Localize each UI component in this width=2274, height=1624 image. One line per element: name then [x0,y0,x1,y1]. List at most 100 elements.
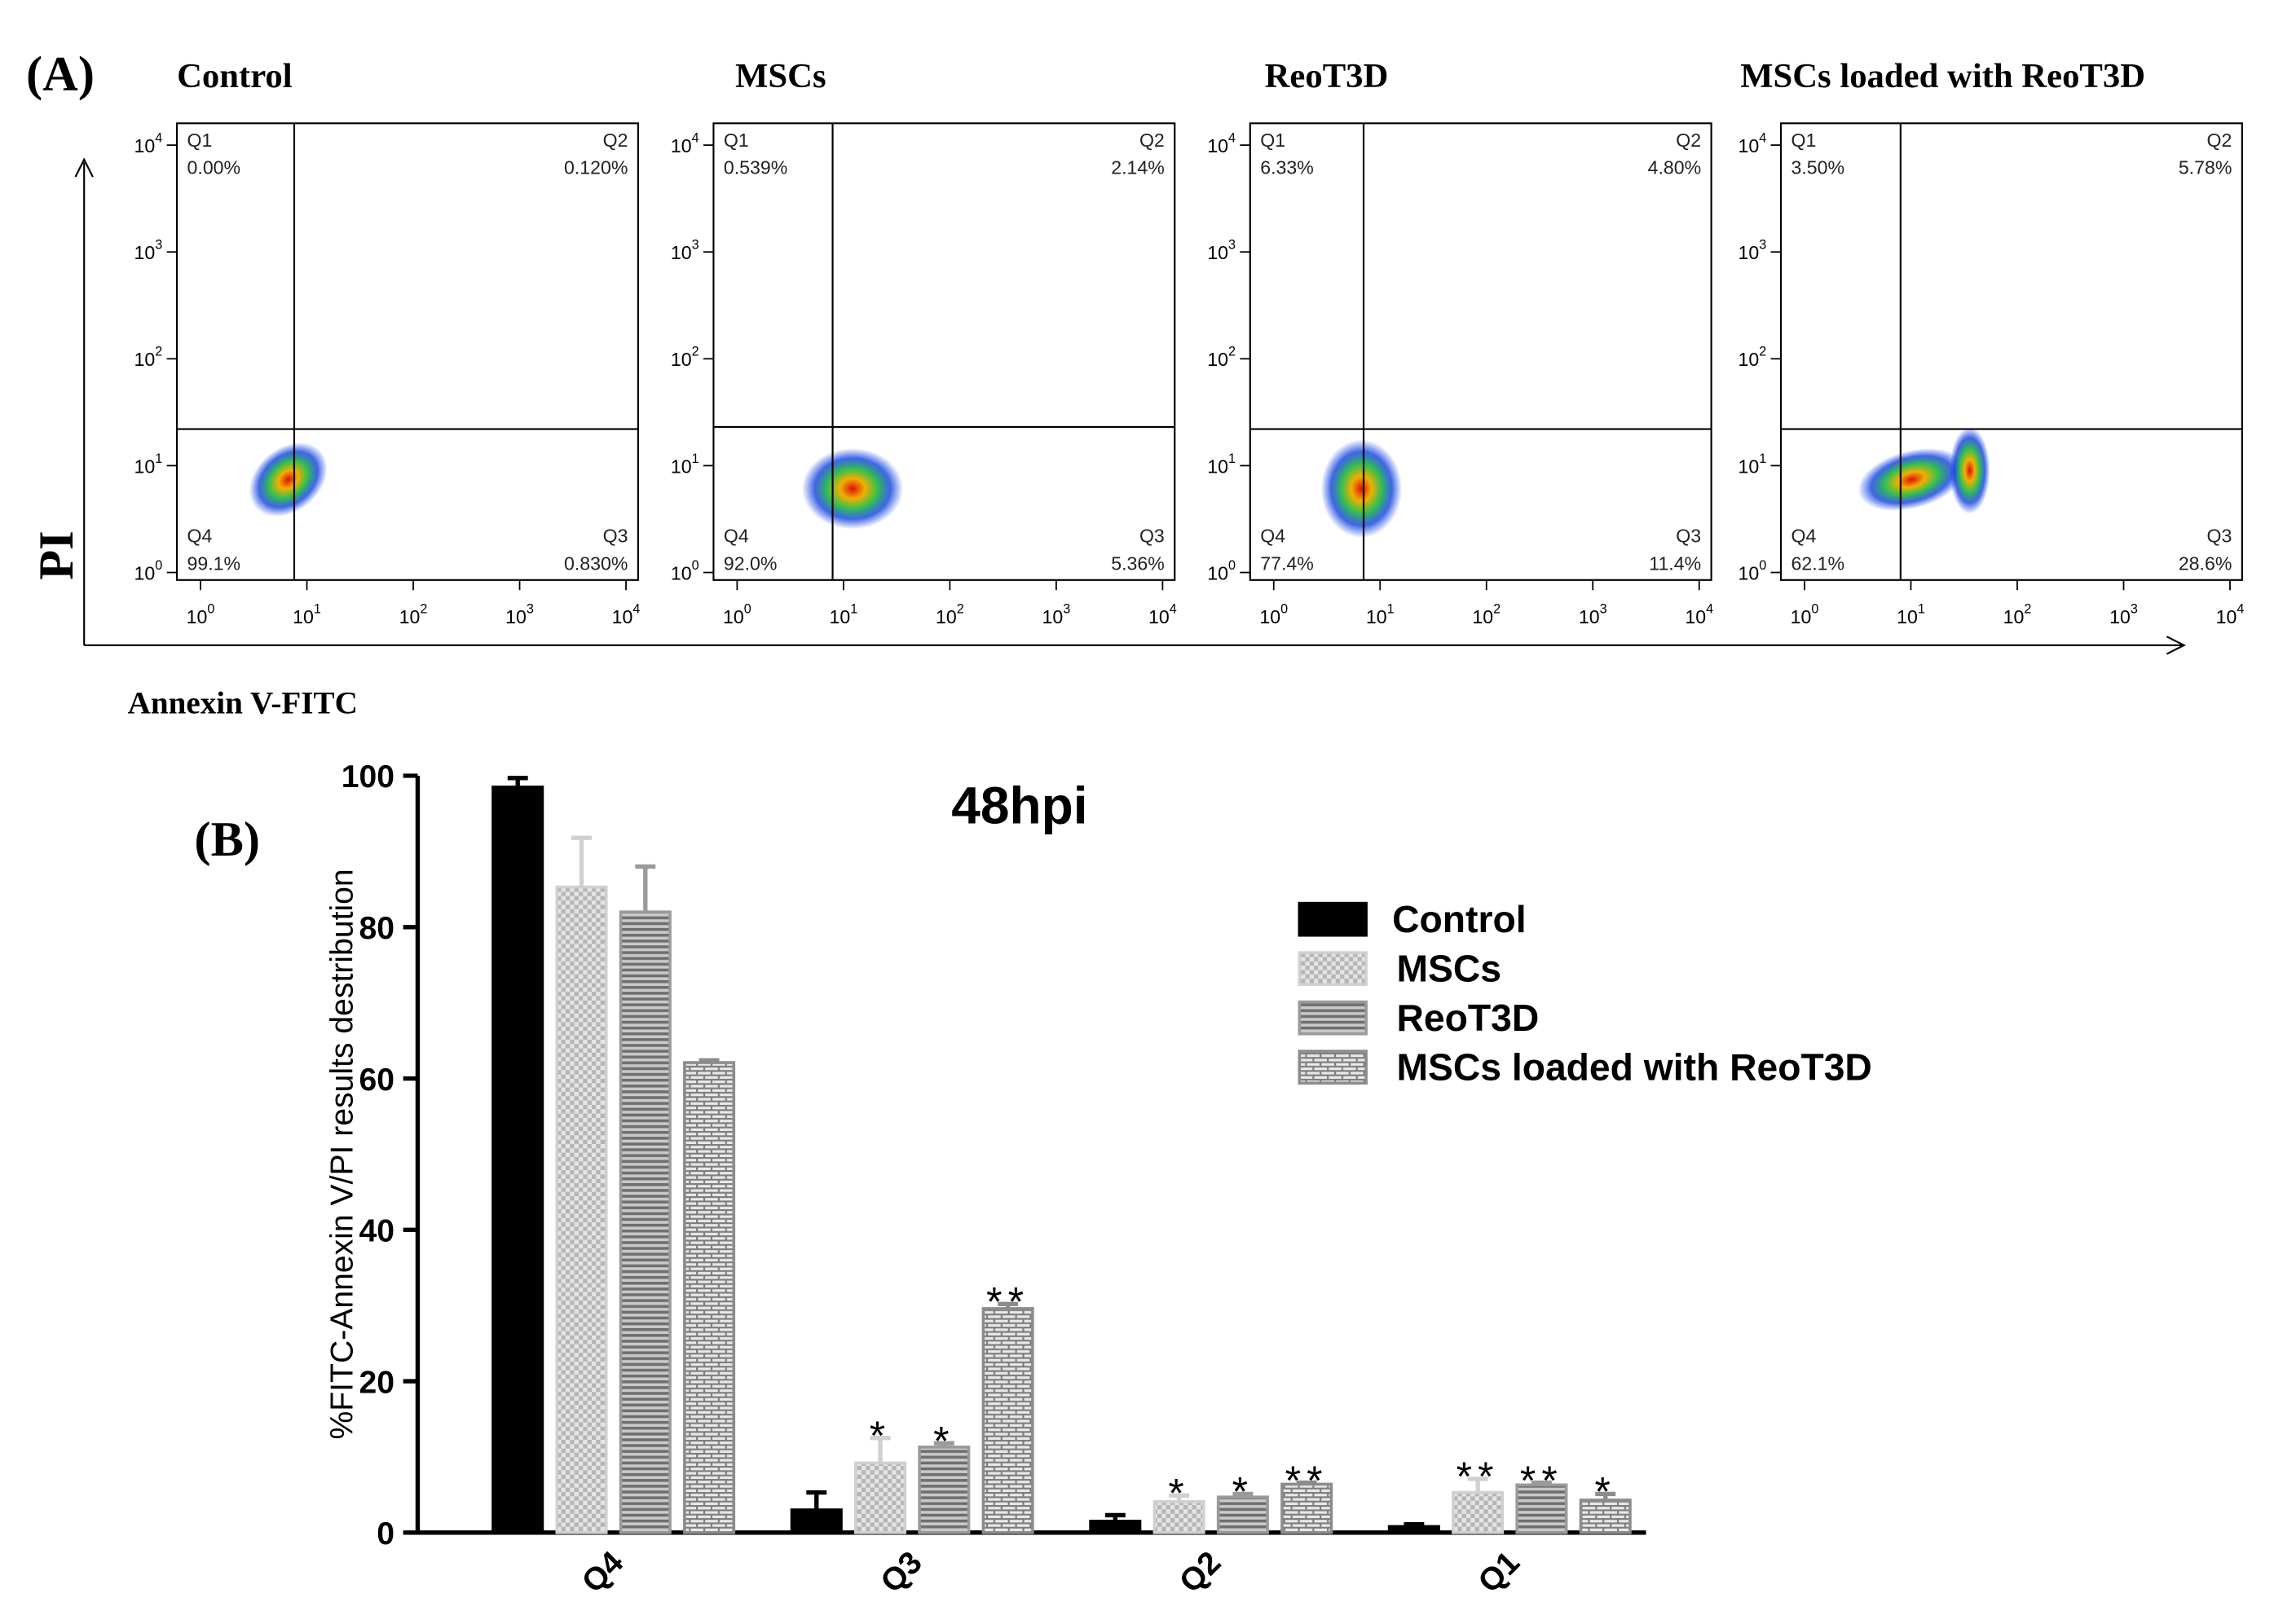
quadrant-value: 5.78% [2179,157,2232,178]
bar [790,1508,843,1534]
quadrant-name: Q1 [1791,130,1816,151]
quadrant-name: Q4 [1260,526,1285,547]
x-tick-label: 104 [1685,602,1713,627]
legend-label: ReoT3D [1397,997,1540,1039]
x-tick-label: 104 [612,602,641,627]
y-tick-label: 100 [1738,558,1766,583]
y-axis-label: PI [29,530,84,580]
legend-swatch [1298,901,1368,937]
y-tick-label: 60 [359,1063,394,1098]
quadrant-value: 5.36% [1111,552,1165,574]
error-bar [1169,1493,1190,1502]
x-tick-label: 103 [505,602,534,627]
quadrant-name: Q3 [2207,526,2232,547]
y-tick-label: 103 [134,238,163,263]
x-tick-label: 101 [1897,602,1925,627]
legend-label: Control [1392,898,1526,940]
quadrant-name: Q3 [1676,526,1701,547]
y-tick-label: 104 [134,131,163,156]
y-tick-label: 103 [1738,238,1766,263]
y-tick-label: 101 [1738,451,1766,477]
x-tick-label: 100 [187,602,215,627]
quadrant-name: Q2 [603,130,628,151]
quadrant-name: Q4 [724,526,749,547]
x-tick-label: 102 [1472,602,1501,627]
bar [1387,1525,1440,1534]
quadrant-value: 4.80% [1648,157,1702,178]
legend-swatch [1298,951,1368,987]
x-tick-label: 103 [1042,602,1071,627]
quadrant-value: 6.33% [1260,157,1314,178]
y-tick-label: 103 [1207,238,1236,263]
quadrant-name: Q3 [1139,526,1165,547]
bar [854,1461,907,1534]
quadrant-name: Q1 [1260,130,1285,151]
plot-frame [1249,122,1712,581]
y-tick-label: 103 [671,238,699,263]
bar [1216,1495,1269,1534]
y-tick-label: 102 [671,345,699,370]
x-tick-label: 101 [1366,602,1395,627]
significance-label: * [1594,1469,1616,1515]
y-tick-label: 102 [134,345,163,370]
chart-title: 48hpi [951,777,1087,835]
plot-title: MSCs [735,57,826,95]
quadrant-value: 0.120% [564,157,628,178]
x-tick-label: 104 [1148,602,1177,627]
x-tick-label: Q2 [1173,1545,1227,1600]
y-tick-label: 0 [377,1516,394,1551]
error-bar [507,776,528,787]
quadrant-name: Q2 [2207,130,2232,151]
density-blob [1858,447,1966,512]
y-tick-label: 101 [671,451,699,477]
quadrant-name: Q2 [1139,130,1165,151]
x-tick-label: 101 [293,602,321,627]
x-tick-label: 101 [830,602,858,627]
significance-label: ** [1285,1458,1329,1503]
significance-label: * [870,1413,892,1459]
error-bar [933,1441,954,1447]
y-tick-label: 100 [134,558,163,583]
error-bar [1467,1477,1488,1493]
x-tick-label: 102 [936,602,964,627]
significance-label: ** [1457,1454,1500,1499]
y-tick-label: 102 [1207,345,1236,370]
y-tick-label: 101 [1207,451,1236,477]
x-tick-label: 100 [1259,602,1288,627]
plot-title: MSCs loaded with ReoT3D [1740,57,2145,95]
quadrant-value: 0.539% [724,157,787,178]
error-bar [635,864,656,913]
legend-swatch [1298,1050,1368,1085]
quadrant-value: 0.830% [564,552,628,574]
x-axis-label: Annexin V-FITC [128,686,358,721]
quadrant-value: 0.00% [187,157,241,178]
density-blob [801,447,904,530]
y-tick-label: 80 [359,911,394,946]
significance-label: * [1168,1471,1190,1516]
plot-title: Control [177,57,293,95]
error-bar [1404,1521,1425,1527]
y-axis-label: %FITC-Annexin V/PI results destribution [324,869,359,1439]
panel-label: (A) [26,46,95,101]
plot-title: ReoT3D [1265,57,1389,95]
quadrant-value: 92.0% [724,552,778,574]
significance-label: ** [1520,1458,1563,1503]
legend-label: MSCs [1397,948,1502,990]
error-bar [998,1301,1019,1309]
x-tick-label: 103 [1579,602,1607,627]
quadrant-value: 11.4% [1649,552,1701,574]
bar [1089,1520,1142,1534]
quadrant-value: 2.14% [1111,157,1165,178]
density-blob [1320,439,1403,539]
error-bar [571,835,592,887]
x-tick-label: 104 [2216,602,2245,627]
quadrant-name: Q4 [1791,526,1816,547]
y-tick-label: 100 [1207,558,1236,583]
x-tick-label: 100 [723,602,751,627]
error-bar [806,1490,827,1510]
error-bar [1232,1491,1254,1498]
y-tick-label: 100 [342,759,394,794]
x-tick-label: Q1 [1472,1545,1527,1600]
density-blob [1949,426,1990,514]
x-tick-label: Q3 [874,1545,928,1600]
